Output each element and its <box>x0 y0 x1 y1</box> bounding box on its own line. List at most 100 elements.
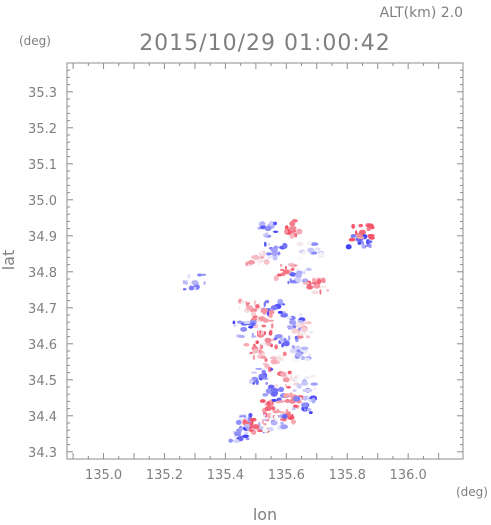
echo-cell <box>273 221 278 226</box>
echo-cell <box>281 356 284 362</box>
y-tick-label: 34.5 <box>28 374 57 389</box>
echo-cell <box>320 277 326 284</box>
echo-cell <box>291 407 296 411</box>
echo-cell <box>284 398 291 403</box>
echo-cell <box>294 345 301 350</box>
echo-core <box>270 359 278 365</box>
echo-core <box>307 247 315 253</box>
y-tick-label: 35.2 <box>28 122 57 137</box>
echo-cell <box>259 330 262 335</box>
echo-cell <box>261 418 269 421</box>
echo-cell <box>248 325 254 329</box>
echo-cell <box>304 350 307 355</box>
y-tick-label: 34.9 <box>28 230 57 245</box>
echo-cluster <box>289 344 312 363</box>
echo-cell <box>248 378 254 384</box>
echo-cell <box>261 221 264 225</box>
echo-cell <box>303 408 307 411</box>
y-tick-label: 35.1 <box>28 158 57 173</box>
echo-cluster <box>248 367 274 386</box>
echo-cell <box>249 351 253 355</box>
echo-cell <box>277 251 281 256</box>
echo-cluster <box>291 320 314 339</box>
echo-cell <box>304 320 308 325</box>
echo-cell <box>304 357 311 362</box>
echo-cell <box>311 290 319 295</box>
echo-cell <box>301 278 309 283</box>
echo-cell <box>242 434 250 438</box>
echo-cell <box>348 237 356 242</box>
echo-cell <box>310 242 319 246</box>
echo-cell <box>238 334 246 339</box>
echo-cell <box>300 355 306 361</box>
echo-cell <box>267 401 271 407</box>
echo-cell <box>248 429 254 432</box>
echo-cluster <box>182 273 207 291</box>
echo-cluster <box>280 312 306 331</box>
echo-cell <box>272 230 279 233</box>
echo-cell <box>257 262 260 266</box>
echo-cell <box>278 386 285 393</box>
echo-cell <box>272 255 278 261</box>
echo-core <box>270 305 278 311</box>
y-axis-label: lat <box>0 250 18 271</box>
y-unit-label: (deg) <box>19 34 51 48</box>
echo-cell <box>259 355 267 359</box>
echo-cell <box>270 368 274 371</box>
echo-cluster <box>244 249 270 267</box>
echo-core <box>270 391 278 397</box>
echo-cluster <box>243 342 268 360</box>
echo-cell <box>263 259 270 265</box>
echo-cell <box>269 356 278 360</box>
echo-cell <box>263 422 267 426</box>
echo-core <box>295 352 303 358</box>
altitude-label: ALT(km) 2.0 <box>380 5 463 21</box>
echo-cell <box>268 319 275 322</box>
echo-cell <box>281 413 288 419</box>
echo-cell <box>273 275 279 282</box>
echo-cell <box>326 289 330 292</box>
echo-core <box>258 316 266 322</box>
echo-cell <box>263 241 267 247</box>
echo-cell <box>243 343 250 347</box>
echo-cell <box>290 268 295 271</box>
echo-cell <box>290 374 293 381</box>
echo-cluster <box>302 277 330 295</box>
echo-cell <box>267 366 272 373</box>
echo-cell <box>302 270 306 275</box>
echo-cell <box>259 344 262 350</box>
echo-cell <box>260 251 263 255</box>
echo-cell <box>295 322 302 328</box>
echo-cluster <box>261 413 288 434</box>
x-tick-label: 135.2 <box>146 468 183 483</box>
echo-core <box>264 337 272 343</box>
echo-cell <box>289 348 297 354</box>
echo-cell <box>246 425 250 431</box>
echo-cell <box>306 285 314 290</box>
echo-cell <box>193 286 197 290</box>
echo-cell <box>200 273 207 276</box>
echo-cell <box>306 388 313 393</box>
echo-cell <box>283 393 291 399</box>
echo-cell <box>294 276 302 283</box>
echo-cell <box>300 346 309 350</box>
echo-cell <box>369 226 375 230</box>
echo-cell <box>290 419 297 424</box>
echo-cell <box>253 315 258 318</box>
echo-cell <box>296 383 302 389</box>
echo-cell <box>302 281 310 285</box>
echo-cell <box>271 251 278 257</box>
echo-cell <box>262 392 268 397</box>
echo-cell <box>279 263 283 267</box>
echo-cell <box>280 313 288 318</box>
echo-cell <box>245 437 250 441</box>
echo-cluster <box>263 241 288 261</box>
echo-core <box>282 377 290 383</box>
echo-cell <box>295 228 303 235</box>
echo-cell <box>263 331 266 336</box>
echo-cluster <box>257 220 279 238</box>
echo-cell <box>235 429 240 432</box>
echo-cell <box>282 242 288 249</box>
echo-cell <box>286 385 292 389</box>
echo-cell <box>270 413 273 418</box>
